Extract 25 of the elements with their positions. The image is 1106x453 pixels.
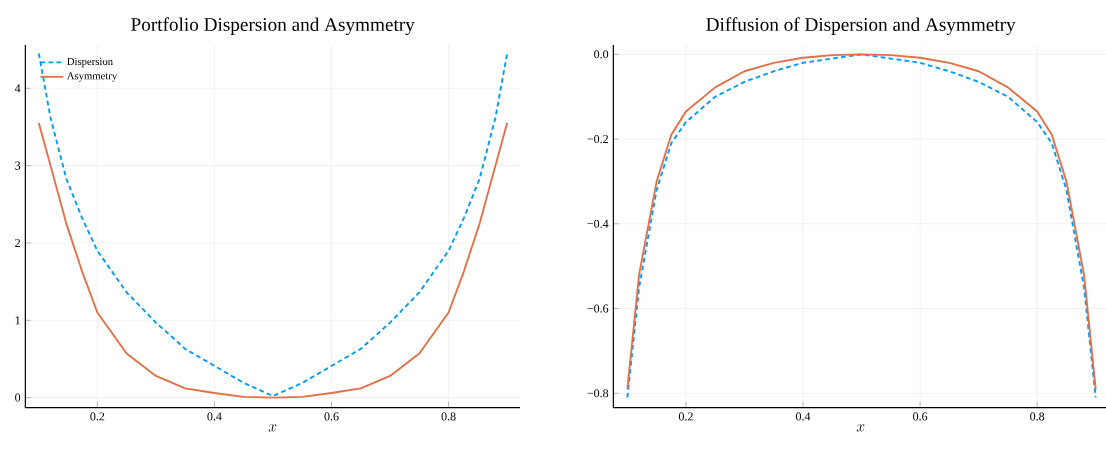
legend-label: Dispersion	[67, 57, 113, 68]
x-tick-label: 0.4	[207, 412, 222, 421]
x-axis-title: $x$	[856, 424, 865, 432]
y-tick-label: −0.4	[587, 219, 609, 228]
y-tick-label: 4	[14, 84, 21, 93]
y-tick-label: −0.6	[587, 304, 609, 313]
line-series	[37, 122, 509, 399]
y-tick-label: −0.8	[587, 389, 609, 398]
legend-label: Asymmetry	[66, 72, 118, 82]
x-tick-label: 0.2	[90, 412, 105, 421]
x-tick-label: 0.2	[678, 412, 693, 421]
x-tick-label: 0.8	[1030, 412, 1045, 421]
x-axis-title: $x$	[268, 424, 277, 432]
x-tick-label: 0.4	[795, 412, 811, 421]
y-tick-label: 1	[15, 316, 20, 325]
y-tick-label: 3	[15, 161, 21, 170]
y-tick-label: 0	[15, 393, 21, 402]
chart-title: Diffusion of Dispersion and Asymmetry	[706, 17, 1016, 35]
chart-title: Portfolio Dispersion and Asymmetry	[131, 17, 415, 35]
x-tick-label: 0.8	[441, 412, 456, 421]
x-tick-label: 0.6	[913, 412, 928, 421]
y-tick-label: 0.0	[594, 50, 609, 59]
x-tick-label: 0.6	[324, 412, 339, 421]
y-tick-label: −0.2	[587, 134, 608, 144]
y-tick-label: 2	[15, 238, 20, 247]
